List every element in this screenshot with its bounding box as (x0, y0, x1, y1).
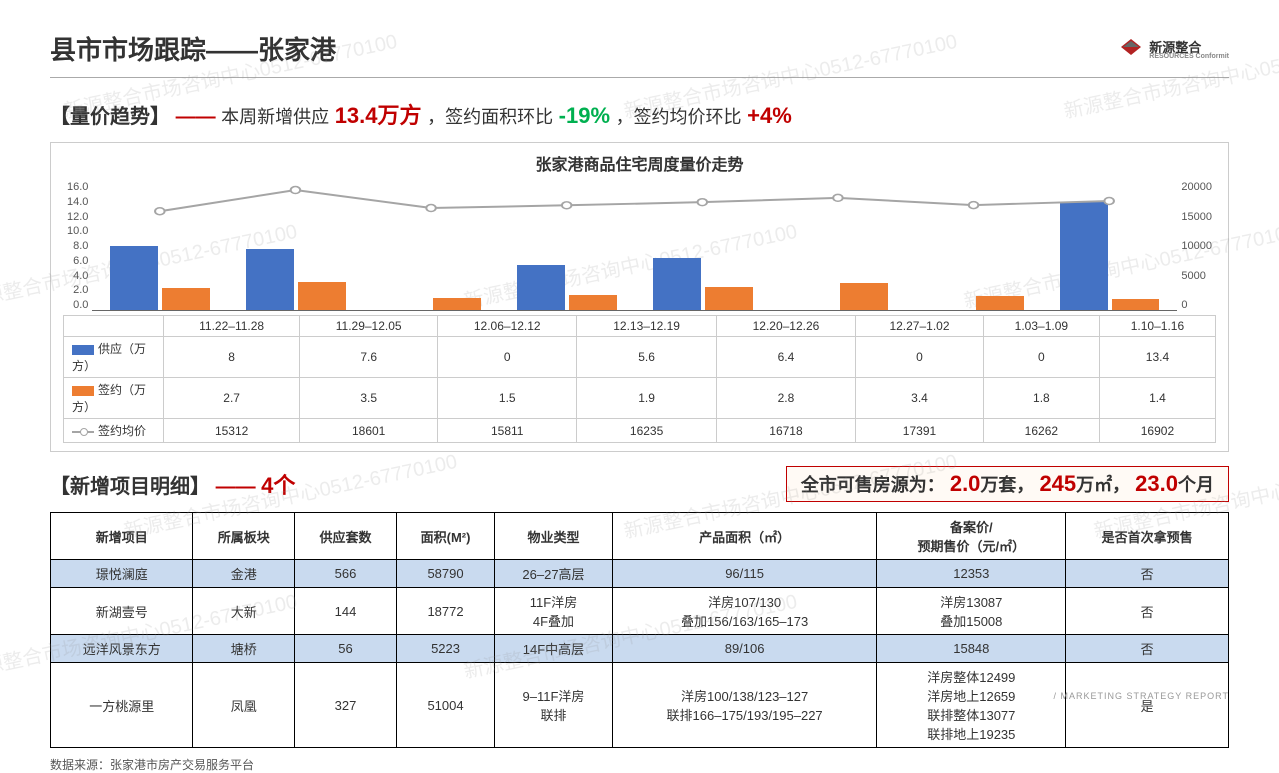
trend-part1: 本周新增供应 (221, 107, 329, 127)
logo-sub: RESOURCES Conformit (1149, 53, 1229, 60)
brand-logo: 新源整合 RESOURCES Conformit (1119, 37, 1229, 60)
title-prefix: 县市市场跟踪 (50, 35, 206, 65)
summary-box: 全市可售房源为： 2.0万套， 245万㎡， 23.0个月 (786, 466, 1229, 502)
footer-brand: / MARKETING STRATEGY REPORT (1053, 691, 1229, 701)
y-axis-right: 20000150001000050000 (1177, 181, 1216, 311)
detail-table: 新增项目所属板块供应套数面积(M²)物业类型产品面积（㎡）备案价/预期售价（元/… (50, 512, 1229, 748)
trend-part3: ，签约均价环比 (616, 107, 742, 127)
title-city: 张家港 (258, 35, 336, 65)
trend-supply-value: 13.4万方 (335, 103, 422, 128)
logo-mark-icon (1119, 37, 1143, 60)
project-title: 【新增项目明细】 —— 4个 (50, 468, 295, 500)
page-title: 县市市场跟踪——张家港 (50, 30, 336, 67)
price-line (92, 181, 1177, 310)
trend-part2: ，签约面积环比 (427, 107, 553, 127)
trend-sign-pct: -19% (559, 103, 610, 128)
chart-container: 张家港商品住宅周度量价走势 16.014.012.010.08.06.04.02… (50, 142, 1229, 452)
chart-plot (92, 181, 1177, 311)
chart-data-table: 11.22–11.2811.29–12.0512.06–12.1212.13–1… (63, 315, 1216, 443)
trend-label: 【量价趋势】 (50, 106, 170, 128)
y-axis-left: 16.014.012.010.08.06.04.02.00.0 (63, 181, 92, 311)
mid-row: 【新增项目明细】 —— 4个 全市可售房源为： 2.0万套， 245万㎡， 23… (50, 466, 1229, 502)
trend-dash: —— (176, 106, 216, 128)
trend-headline: 【量价趋势】 —— 本周新增供应 13.4万方 ，签约面积环比 -19% ，签约… (50, 98, 1229, 130)
title-underline (50, 77, 1229, 78)
header: 县市市场跟踪——张家港 新源整合 RESOURCES Conformit (50, 30, 1229, 67)
trend-price-pct: +4% (747, 103, 792, 128)
data-source: 数据来源：张家港市房产交易服务平台 (50, 756, 1229, 773)
chart-title: 张家港商品住宅周度量价走势 (63, 151, 1216, 175)
